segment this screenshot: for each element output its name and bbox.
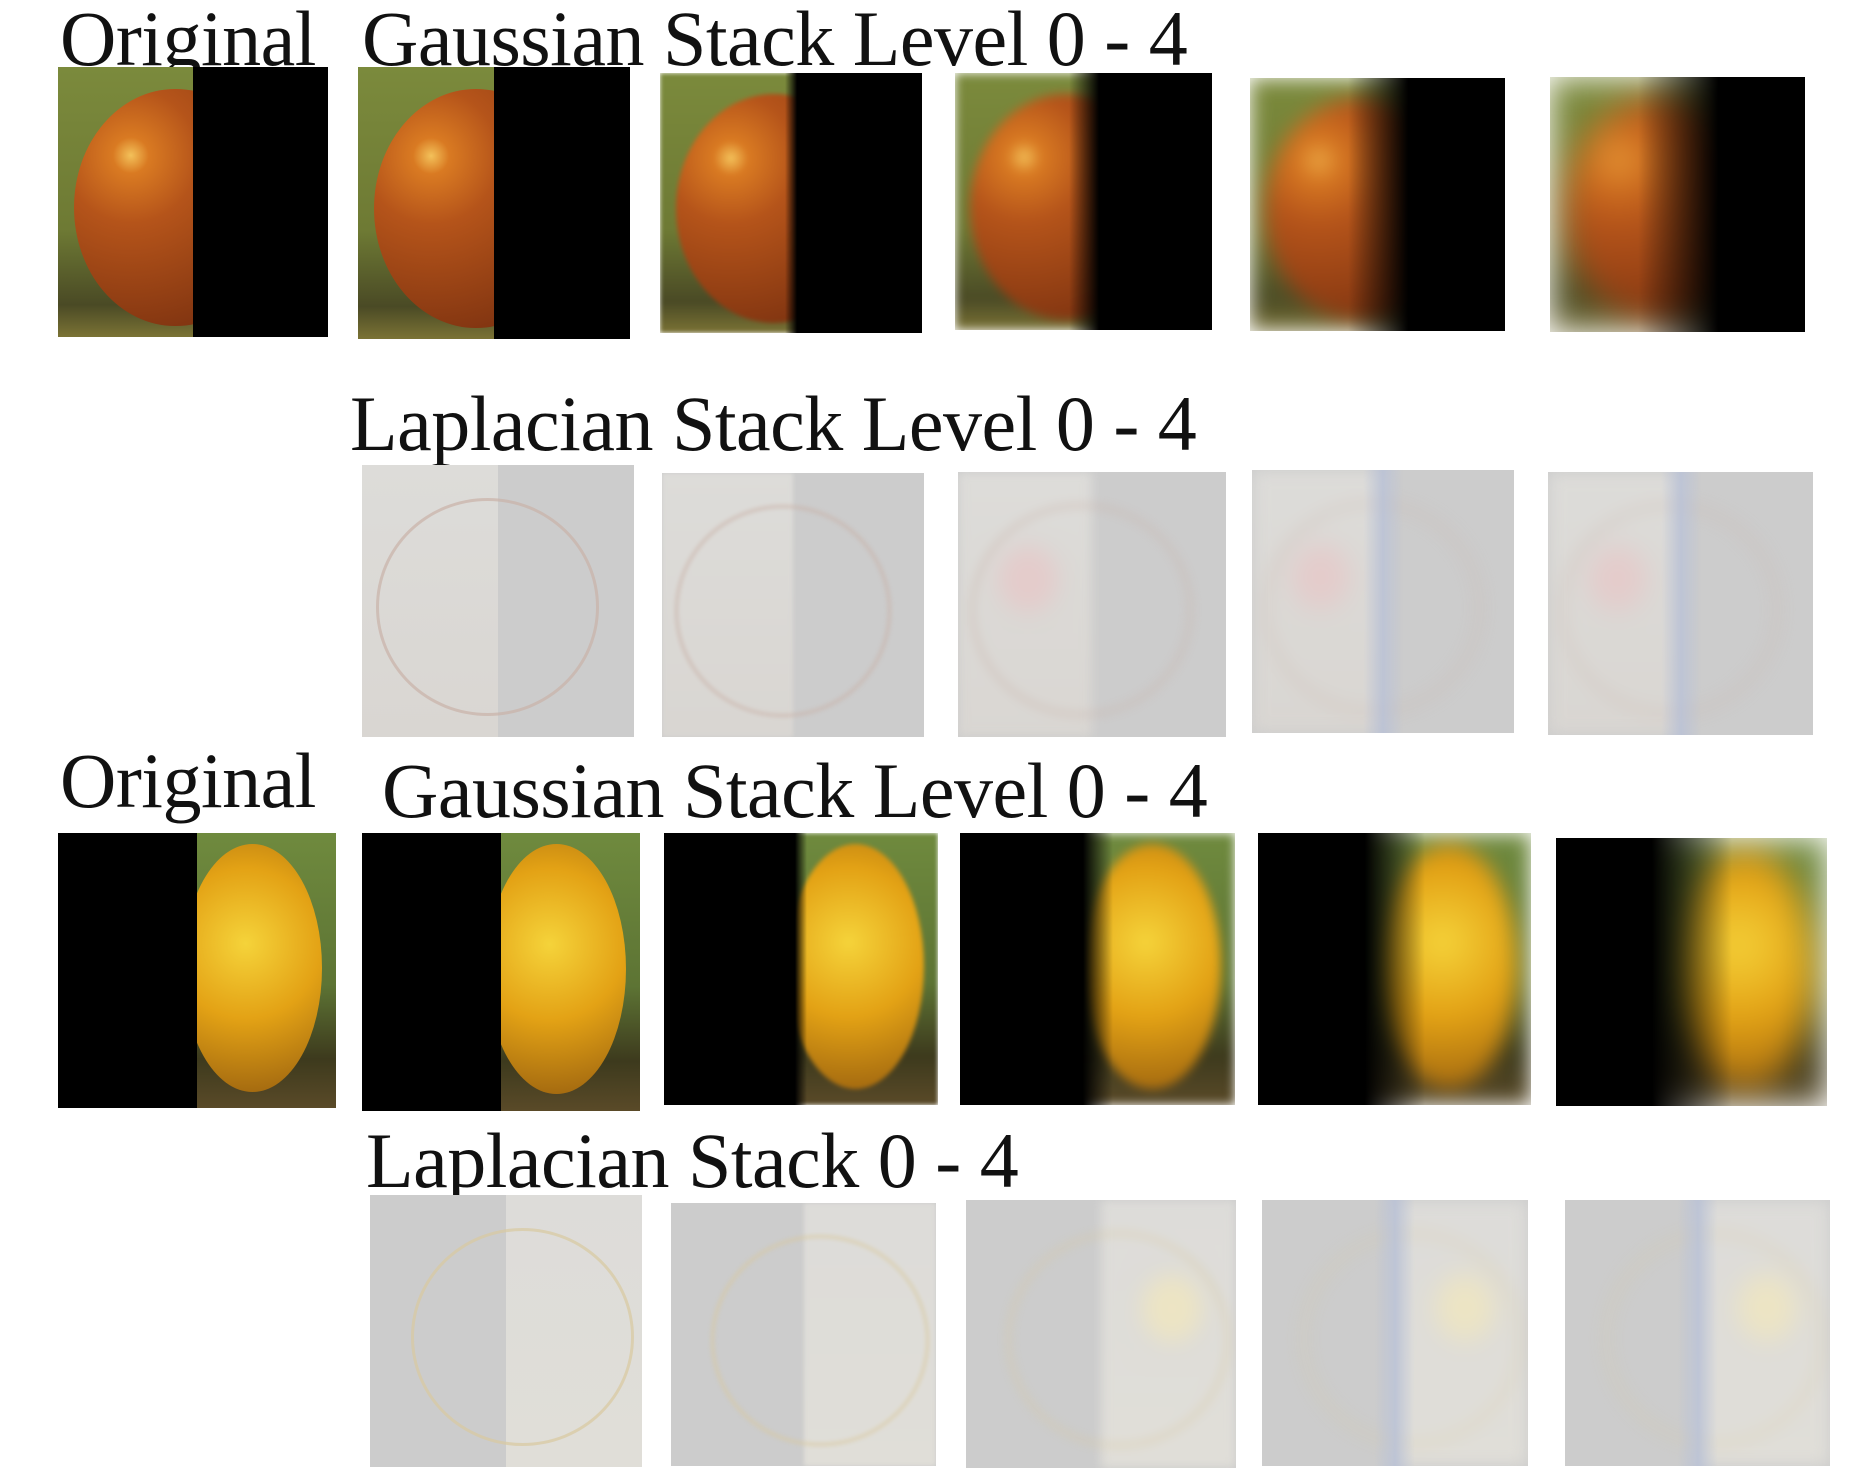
- orange-original-label: Original: [60, 737, 316, 824]
- apple-laplacian-level-4-image: [1548, 472, 1813, 735]
- orange-gaussian-level-0-image: [362, 833, 640, 1111]
- orange-laplacian-level-1-image: [671, 1203, 936, 1466]
- apple-laplacian-label: Laplacian Stack Level 0 - 4: [350, 380, 1197, 467]
- orange-gaussian-level-3-image: [1258, 833, 1531, 1105]
- apple-gaussian-level-2-image: [955, 73, 1212, 330]
- orange-laplacian-level-0-image: [370, 1195, 642, 1467]
- orange-laplacian-level-4-image: [1565, 1200, 1830, 1466]
- apple-laplacian-level-1-image: [662, 473, 924, 737]
- orange-laplacian-level-3-image: [1262, 1200, 1528, 1466]
- orange-gaussian-level-4-image: [1556, 838, 1827, 1106]
- apple-laplacian-level-2-image: [958, 472, 1226, 737]
- apple-laplacian-level-3-image: [1252, 470, 1514, 733]
- apple-gaussian-level-3-image: [1250, 78, 1505, 331]
- orange-original-image: [58, 833, 336, 1108]
- orange-laplacian-level-2-image: [966, 1200, 1236, 1468]
- orange-gaussian-label: Gaussian Stack Level 0 - 4: [382, 747, 1208, 834]
- apple-gaussian-level-4-image: [1550, 77, 1805, 332]
- orange-gaussian-level-1-image: [664, 833, 938, 1105]
- apple-laplacian-level-0-image: [362, 465, 634, 737]
- apple-gaussian-level-1-image: [660, 73, 922, 333]
- apple-gaussian-level-0-image: [358, 67, 630, 339]
- orange-laplacian-label: Laplacian Stack 0 - 4: [366, 1117, 1019, 1204]
- apple-gaussian-label: Gaussian Stack Level 0 - 4: [362, 0, 1188, 82]
- apple-original-label: Original: [60, 0, 316, 82]
- apple-original-image: [58, 67, 328, 337]
- orange-gaussian-level-2-image: [960, 833, 1235, 1105]
